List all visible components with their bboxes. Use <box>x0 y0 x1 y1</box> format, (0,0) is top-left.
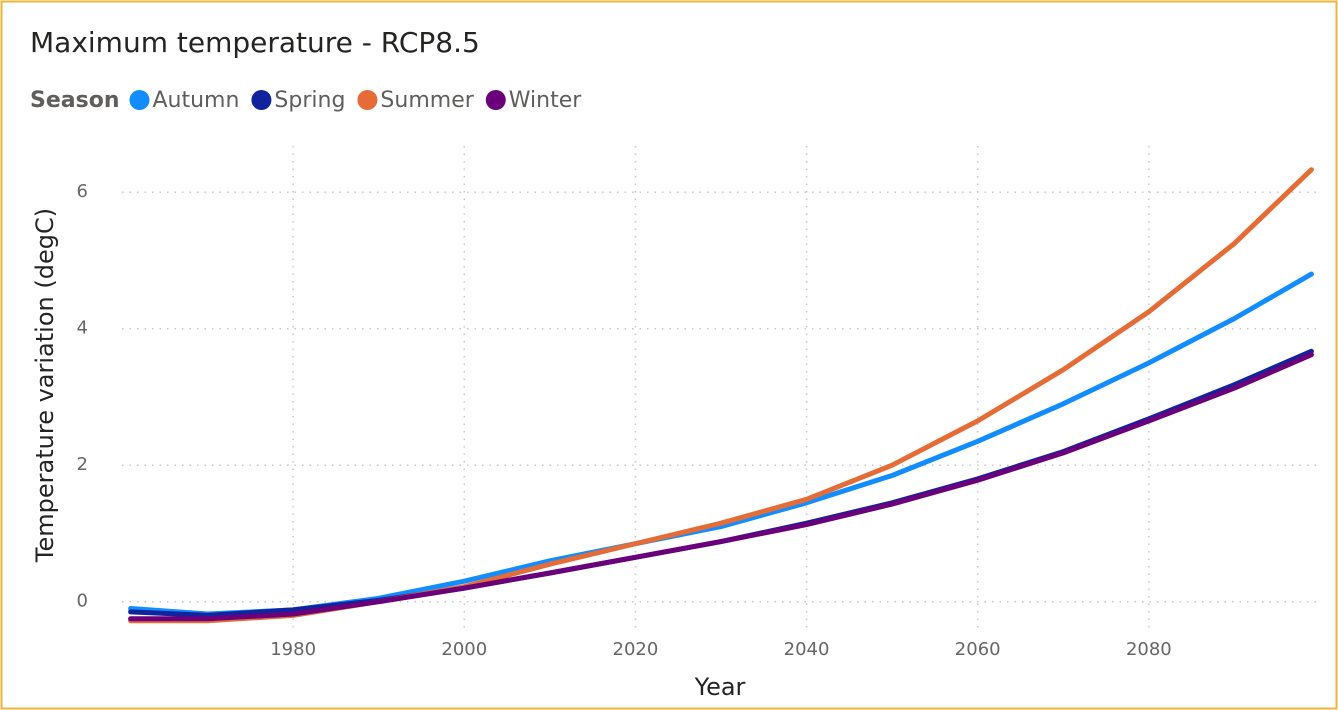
x-tick-label: 2080 <box>1126 639 1172 660</box>
y-tick-label: 0 <box>77 591 88 612</box>
legend-marker <box>251 90 272 110</box>
legend-label: Summer <box>380 88 474 113</box>
legend-marker <box>485 90 506 110</box>
legend-title: Season <box>30 88 119 113</box>
x-tick-label: 2040 <box>784 639 830 660</box>
chart-title: Maximum temperature - RCP8.5 <box>30 26 480 59</box>
legend-marker <box>357 90 378 110</box>
x-axis-title: Year <box>694 673 746 701</box>
y-axis-title: Temperature variation (degC) <box>31 208 59 563</box>
legend-label: Spring <box>274 88 345 113</box>
legend-marker <box>129 90 150 110</box>
x-tick-label: 1980 <box>270 639 316 660</box>
y-tick-label: 4 <box>77 318 88 339</box>
x-tick-label: 2060 <box>955 639 1001 660</box>
x-tick-label: 2020 <box>613 639 659 660</box>
x-tick-label: 2000 <box>441 639 487 660</box>
legend-label: Autumn <box>152 88 239 113</box>
y-tick-label: 2 <box>77 454 88 475</box>
y-tick-label: 6 <box>77 181 88 202</box>
series-line <box>128 352 1314 622</box>
legend-label: Winter <box>509 88 582 113</box>
